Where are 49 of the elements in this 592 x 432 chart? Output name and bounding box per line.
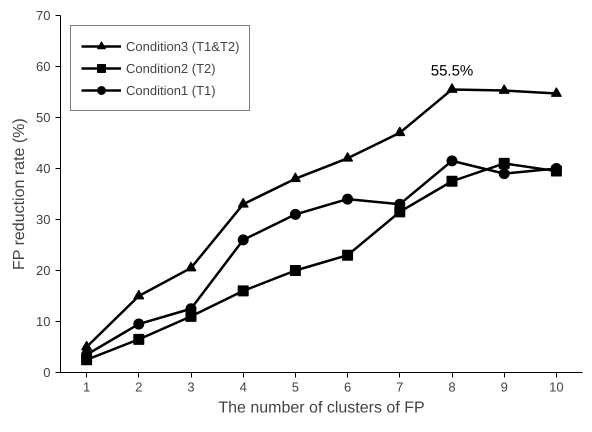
annotation: 55.5% [430,62,474,80]
y-tick-label: 50 [36,110,51,125]
point [186,262,196,272]
point [290,265,301,276]
point [81,354,92,366]
y-tick-label: 0 [43,365,51,380]
point [498,158,510,169]
x-tick-label: 9 [500,380,508,394]
point [238,198,249,208]
legend-label: Condition3 (T1&T2) [126,38,240,54]
x-tick-label: 10 [549,380,564,394]
point [394,126,406,136]
point [394,206,406,218]
point [446,155,458,166]
point [342,194,354,205]
point [238,234,249,246]
x-tick-label: 1 [82,380,90,394]
point [238,285,249,296]
point [342,250,354,261]
y-tick-label: 30 [36,212,51,227]
point [498,84,510,94]
point [342,152,354,162]
point [133,318,144,330]
x-tick-label: 8 [448,380,456,394]
point [133,334,144,345]
point [550,87,562,97]
legend-label: Condition2 (T2) [126,60,216,76]
legend-label: Condition1 (T1) [126,82,216,98]
y-tick-label: 20 [36,263,51,278]
point [290,172,301,182]
point [446,83,458,93]
x-tick-label: 7 [396,380,404,394]
x-tick-label: 2 [135,380,142,394]
y-tick-label: 60 [36,59,51,74]
point [498,168,510,180]
y-tick-label: 40 [36,161,51,176]
y-axis-title: FP reduction rate (%) [11,118,28,270]
point [186,310,196,322]
point [446,176,458,187]
point [133,290,144,300]
point [550,166,562,177]
x-tick-label: 4 [240,380,247,394]
x-axis-title: The number of clusters of FP [218,400,425,416]
y-tick-label: 70 [36,8,51,23]
x-tick-label: 6 [344,380,352,394]
x-tick-label: 5 [292,380,300,394]
x-tick-label: 3 [187,380,195,394]
point [290,208,301,220]
y-tick-label: 10 [36,314,51,329]
